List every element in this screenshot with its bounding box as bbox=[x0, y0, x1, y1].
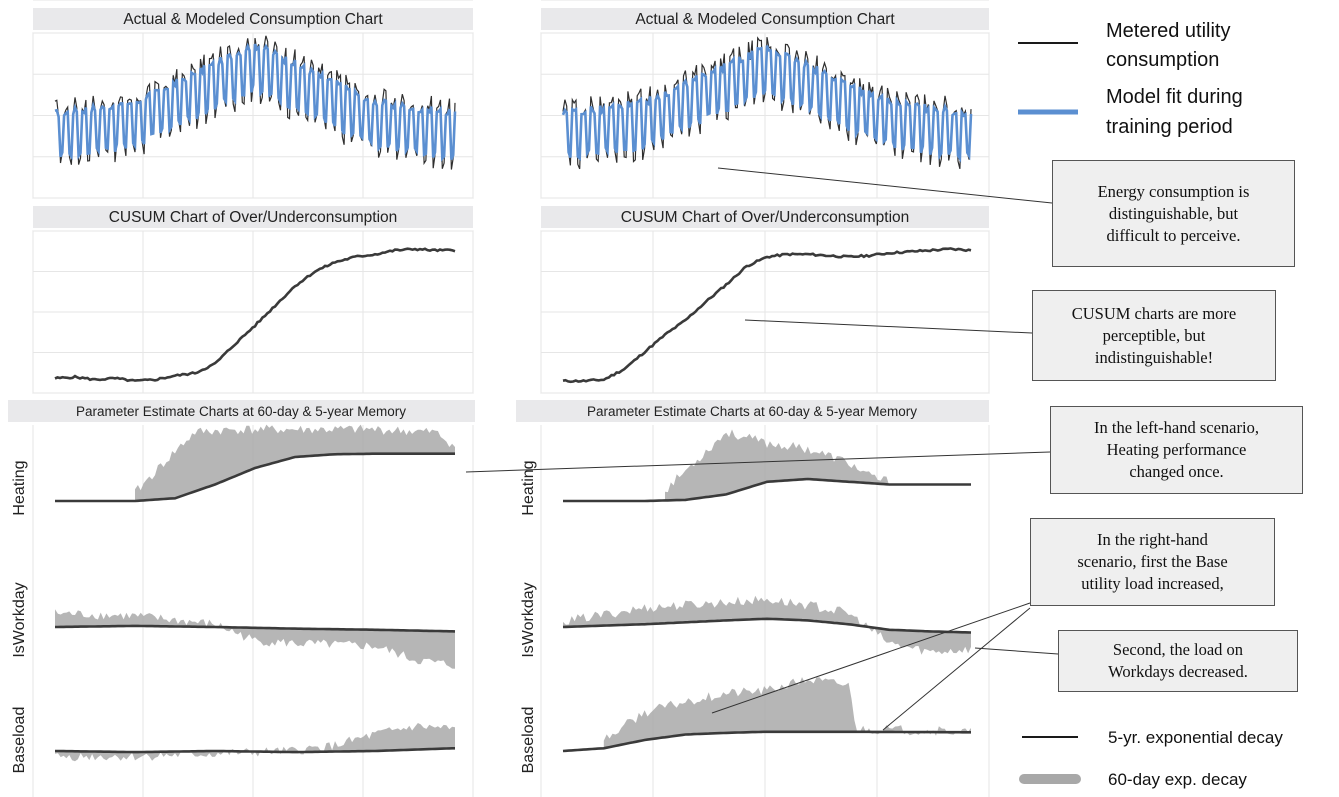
callout-left-scenario: In the left-hand scenario, Heating perfo… bbox=[1050, 406, 1303, 494]
band-60day-isworkday bbox=[55, 609, 455, 669]
legend-metered-line1: Metered utility bbox=[1106, 20, 1231, 42]
line-5yr-heating bbox=[563, 477, 971, 503]
callout-cusum: CUSUM charts are more perceptible, but i… bbox=[1032, 290, 1276, 381]
left-cusum-title: CUSUM Chart of Over/Underconsumption bbox=[109, 209, 398, 226]
row-label-baseload: Baseload bbox=[520, 707, 537, 774]
callout-text: scenario, first the Base bbox=[1077, 552, 1228, 571]
left-consumption-panel: Actual & Modeled Consumption Chart bbox=[32, 8, 474, 199]
callout-text: distinguishable, but bbox=[1108, 203, 1239, 223]
callout-text: indistinguishable! bbox=[1094, 347, 1214, 367]
right-cusum-title: CUSUM Chart of Over/Underconsumption bbox=[621, 209, 910, 226]
callout-text: Workdays decreased. bbox=[1108, 662, 1248, 681]
gridlines bbox=[540, 230, 990, 394]
line-5yr-baseload bbox=[562, 730, 971, 753]
leader-line bbox=[974, 647, 1059, 655]
callout-text: Heating performance bbox=[1106, 440, 1247, 459]
callout-text: perceptible, but bbox=[1102, 325, 1206, 345]
model-fit-line bbox=[561, 45, 973, 163]
left-parameter-title: Parameter Estimate Charts at 60-day & 5-… bbox=[76, 404, 406, 419]
parameter-rows bbox=[562, 429, 972, 753]
right-consumption-title: Actual & Modeled Consumption Chart bbox=[635, 11, 895, 28]
leader-line bbox=[717, 167, 1053, 204]
line-5yr-isworkday bbox=[562, 617, 972, 634]
right-parameter-title: Parameter Estimate Charts at 60-day & 5-… bbox=[587, 404, 917, 419]
band-60day-baseload bbox=[55, 723, 455, 762]
legend-top: Metered utility consumption Model fit du… bbox=[1018, 20, 1243, 138]
metered-consumption-line bbox=[562, 36, 972, 170]
leader-line bbox=[465, 451, 1051, 473]
gridlines bbox=[32, 230, 474, 394]
metered-consumption-line bbox=[54, 35, 456, 170]
callout-leaders bbox=[465, 167, 1059, 731]
cusum-line bbox=[562, 247, 972, 384]
line-5yr-heating bbox=[55, 452, 455, 503]
legend-bottom: 5-yr. exponential decay 60-day exp. deca… bbox=[1019, 728, 1283, 789]
leader-line bbox=[882, 607, 1031, 731]
callout-text: Energy consumption is bbox=[1097, 181, 1250, 201]
left-cusum-panel: CUSUM Chart of Over/Underconsumption bbox=[32, 206, 474, 394]
band-60day-heating bbox=[135, 424, 455, 501]
left-consumption-title: Actual & Modeled Consumption Chart bbox=[123, 11, 383, 28]
band-60day-heating bbox=[665, 429, 890, 501]
callout-energy: Energy consumption is distinguishable, b… bbox=[1052, 160, 1295, 267]
panel-title-bg bbox=[541, 8, 989, 30]
right-parameter-panel: Parameter Estimate Charts at 60-day & 5-… bbox=[516, 0, 990, 797]
legend-5yr-label: 5-yr. exponential decay bbox=[1108, 728, 1283, 747]
panel-title-bg bbox=[33, 8, 473, 30]
row-label-heating: Heating bbox=[520, 460, 537, 515]
band-60day-baseload bbox=[603, 677, 971, 749]
cusum-line bbox=[54, 247, 456, 383]
row-label-isworkday: IsWorkday bbox=[520, 582, 537, 657]
callout-text: In the right-hand bbox=[1097, 530, 1208, 549]
callout-text: Second, the load on bbox=[1112, 640, 1244, 659]
line-5yr-baseload bbox=[55, 747, 455, 754]
leader-line bbox=[744, 319, 1033, 334]
panel-title-bg bbox=[541, 206, 989, 228]
right-cusum-panel: CUSUM Chart of Over/Underconsumption bbox=[540, 206, 990, 394]
callout-text: utility load increased, bbox=[1081, 574, 1224, 593]
callout-text: difficult to perceive. bbox=[1106, 225, 1241, 245]
legend-model-line1: Model fit during bbox=[1106, 86, 1243, 108]
row-label-heating: Heating bbox=[11, 460, 28, 515]
band-60day-isworkday bbox=[563, 595, 971, 655]
leader-line bbox=[711, 602, 1031, 714]
callout-second: Second, the load on Workdays decreased. bbox=[1058, 630, 1298, 692]
panel-title-bg bbox=[33, 206, 473, 228]
line-5yr-isworkday bbox=[55, 624, 456, 633]
legend-model-line2: training period bbox=[1106, 116, 1233, 138]
row-label-baseload: Baseload bbox=[11, 707, 28, 774]
callout-text: In the left-hand scenario, bbox=[1094, 418, 1259, 437]
model-fit-line bbox=[54, 42, 457, 162]
panel-title-bg bbox=[8, 400, 475, 422]
legend-60day-label: 60-day exp. decay bbox=[1108, 770, 1247, 789]
left-parameter-panel: Parameter Estimate Charts at 60-day & 5-… bbox=[8, 0, 475, 797]
right-consumption-panel: Actual & Modeled Consumption Chart bbox=[540, 8, 990, 199]
panel-title-bg bbox=[516, 400, 989, 422]
row-label-isworkday: IsWorkday bbox=[11, 582, 28, 657]
callout-right-scenario: In the right-hand scenario, first the Ba… bbox=[1030, 518, 1275, 606]
legend-metered-line2: consumption bbox=[1106, 49, 1219, 71]
callout-text: CUSUM charts are more bbox=[1071, 303, 1237, 323]
callout-text: changed once. bbox=[1129, 462, 1224, 481]
parameter-rows bbox=[55, 424, 456, 762]
